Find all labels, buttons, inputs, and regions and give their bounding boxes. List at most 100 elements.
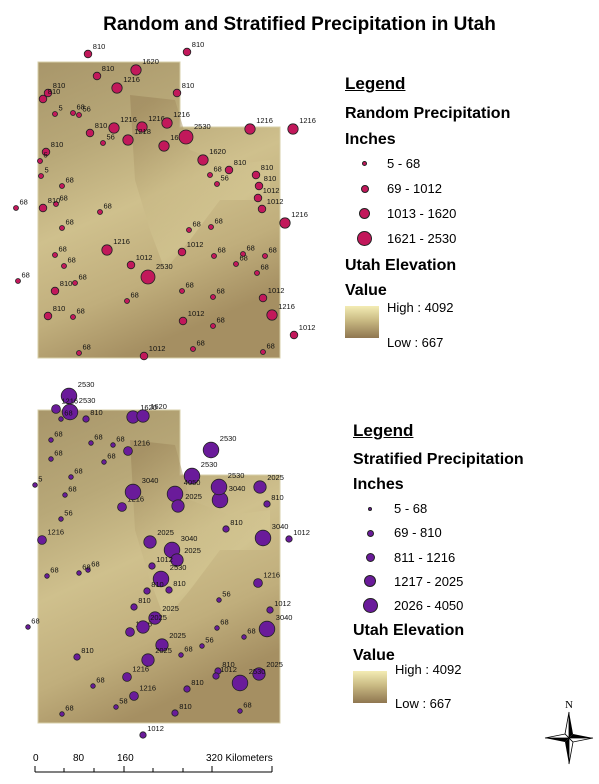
- random-station-value: 68: [77, 307, 85, 316]
- legend-class-label: 69 - 1012: [387, 181, 442, 196]
- random-station-marker: [76, 350, 82, 356]
- north-label: N: [565, 699, 573, 711]
- random-station-value: 68: [59, 245, 67, 254]
- legend-class-label: 811 - 1216: [394, 550, 456, 565]
- random-station-value: 68: [240, 254, 248, 263]
- random-station-marker: [111, 82, 123, 94]
- stratified-station-value: 68: [74, 467, 82, 476]
- random-station-value: 1218: [134, 127, 151, 136]
- random-station-marker: [258, 293, 268, 303]
- stratified-station-value: 68: [64, 409, 72, 418]
- map-title: Random and Stratified Precipitation in U…: [103, 14, 496, 35]
- random-station-value: 810: [102, 64, 115, 73]
- random-station-value: 68: [186, 281, 194, 290]
- stratified-station-value: 2530: [78, 380, 95, 389]
- random-station-value: 1620: [209, 147, 226, 156]
- stratified-station-marker: [143, 535, 157, 549]
- random-station-value: 5: [45, 166, 49, 175]
- legend-random: Legend Random Precipitation Inches 5 - 6…: [345, 74, 585, 364]
- elevation-high-label: High : 4092: [395, 662, 462, 677]
- stratified-station-value: 810: [191, 678, 204, 687]
- legend-elevation-title: Utah Elevation: [353, 622, 465, 639]
- random-station-value: 1216: [148, 114, 165, 123]
- random-station-marker: [70, 110, 76, 116]
- stratified-station-marker: [222, 525, 230, 533]
- random-station-marker: [158, 140, 170, 152]
- random-station-value: 68: [79, 273, 87, 282]
- stratified-station-marker: [123, 446, 133, 456]
- random-station-value: 68: [269, 246, 277, 255]
- legend-swatch: [359, 208, 370, 219]
- stratified-station-value: 1216: [132, 665, 149, 674]
- random-station-value: 810: [60, 279, 73, 288]
- stratified-station-marker: [37, 535, 47, 545]
- stratified-station-marker: [199, 643, 205, 649]
- stratified-station-value: 2530: [220, 434, 237, 443]
- stratified-station-marker: [237, 708, 243, 714]
- stratified-station-value: 68: [96, 676, 104, 685]
- random-station-marker: [53, 201, 59, 207]
- stratified-station-value: 3040: [142, 476, 159, 485]
- stratified-station-marker: [148, 611, 162, 625]
- random-station-value: 1216: [256, 116, 273, 125]
- random-station-marker: [224, 165, 234, 175]
- random-station-marker: [50, 286, 60, 296]
- legend-stratified: Legend Stratified Precipitation Inches 5…: [353, 421, 593, 721]
- stratified-station-value: 2530: [228, 471, 245, 480]
- random-station-marker: [214, 181, 220, 187]
- random-station-marker: [13, 205, 19, 211]
- stratified-station-marker: [113, 704, 119, 710]
- random-station-marker: [254, 270, 260, 276]
- stratified-station-value: 2025: [266, 660, 283, 669]
- stratified-station-value: 2530: [201, 460, 218, 469]
- scale-bar: 0 80 160 320 Kilometers: [33, 753, 273, 773]
- random-station-value: 810: [95, 121, 108, 130]
- random-station-marker: [38, 173, 44, 179]
- stratified-station-marker: [214, 625, 220, 631]
- random-station-value: 68: [197, 339, 205, 348]
- random-station-marker: [72, 280, 78, 286]
- elevation-low-label: Low : 667: [395, 696, 452, 711]
- legend-elevation-value: Value: [345, 282, 387, 299]
- north-arrow-icon: N: [544, 699, 594, 765]
- random-station-marker: [279, 217, 291, 229]
- random-station-value: 68: [104, 202, 112, 211]
- random-station-value: 68: [66, 176, 74, 185]
- random-station-value: 810: [51, 140, 64, 149]
- stratified-station-value: 810: [151, 580, 164, 589]
- legend-class-label: 5 - 68: [387, 156, 421, 171]
- stratified-station-marker: [61, 403, 79, 421]
- random-station-marker: [100, 140, 106, 146]
- stratified-station-marker: [178, 652, 184, 658]
- random-station-marker: [43, 311, 53, 321]
- random-station-value: 810: [48, 87, 61, 96]
- random-station-value: 810: [48, 196, 61, 205]
- random-station-marker: [85, 128, 95, 138]
- random-station-marker: [287, 123, 299, 135]
- stratified-station-marker: [58, 416, 64, 422]
- random-station-marker: [208, 224, 214, 230]
- random-station-value: 1216: [299, 116, 316, 125]
- random-station-marker: [190, 346, 196, 352]
- legend-class-label: 1217 - 2025: [394, 574, 464, 589]
- random-station-value: 56: [107, 133, 115, 142]
- stratified-station-value: 2025: [150, 613, 167, 622]
- stratified-station-marker: [73, 653, 81, 661]
- random-station-marker: [244, 123, 256, 135]
- legend-heading: Legend: [345, 74, 406, 93]
- stratified-station-value: 1216: [139, 684, 156, 693]
- random-station-value: 68: [218, 246, 226, 255]
- stratified-station-value: 68: [82, 563, 90, 572]
- random-station-value: 68: [60, 194, 68, 203]
- random-station-marker: [161, 117, 173, 129]
- stratified-station-value: 1216: [133, 439, 150, 448]
- stratified-station-marker: [202, 441, 220, 459]
- stratified-station-value: 2530: [170, 563, 187, 572]
- stratified-station-marker: [90, 683, 96, 689]
- random-station-marker: [97, 209, 103, 215]
- stratified-station-value: 68: [91, 560, 99, 569]
- random-station-marker: [126, 260, 136, 270]
- random-station-value: 68: [22, 271, 30, 280]
